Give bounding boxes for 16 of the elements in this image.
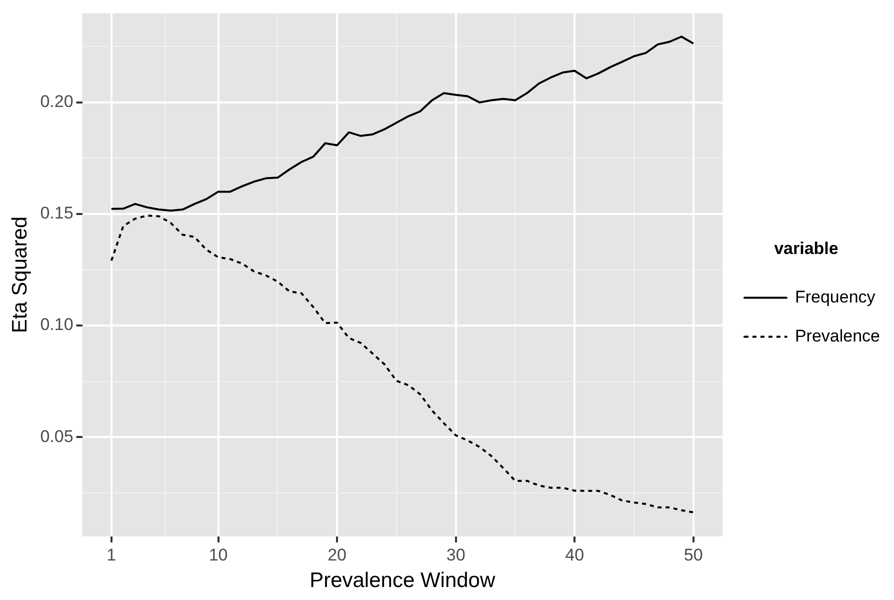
- y-tick-label: 0.10: [40, 315, 74, 334]
- y-tick-label: 0.15: [40, 204, 74, 223]
- x-tick-label: 30: [446, 545, 466, 564]
- x-tick-label: 40: [565, 545, 584, 564]
- line-series: [110, 214, 694, 514]
- legend-label: Frequency: [794, 287, 876, 306]
- legend-title: variable: [774, 238, 838, 258]
- y-tick-label: 0.05: [40, 426, 74, 446]
- x-tick-label: 50: [684, 545, 703, 564]
- x-axis-title: Prevalence Window: [310, 569, 496, 592]
- y-axis-title: Eta Squared: [8, 216, 32, 334]
- x-tick-label: 10: [208, 545, 228, 564]
- x-tick-label: 20: [328, 545, 347, 564]
- x-tick-label: 1: [106, 545, 116, 564]
- y-tick-label: 0.20: [40, 92, 74, 112]
- legend-label: Prevalence: [794, 326, 880, 346]
